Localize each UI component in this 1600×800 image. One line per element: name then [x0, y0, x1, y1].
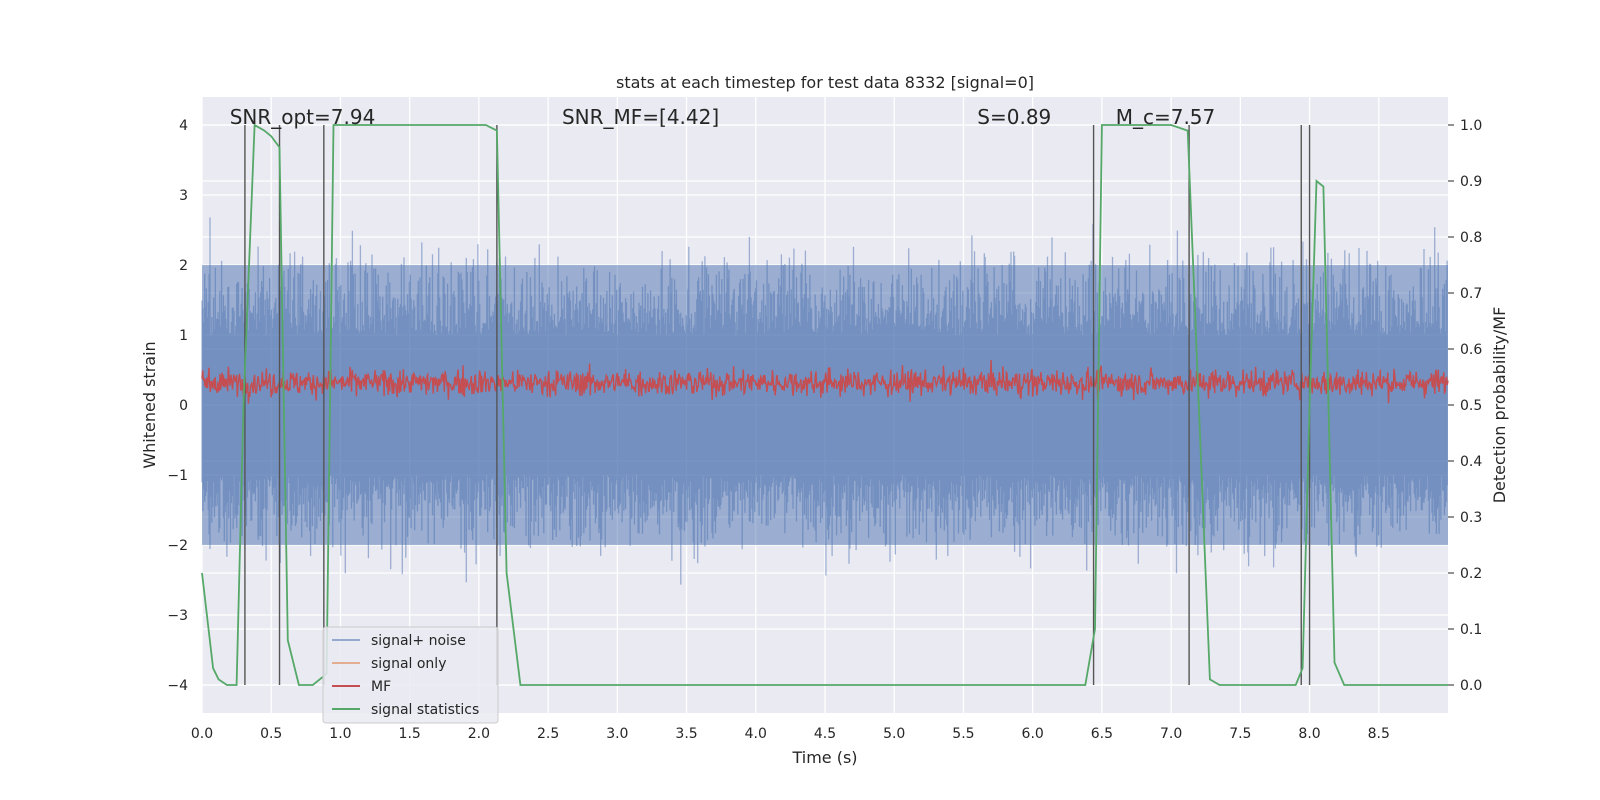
y-tick-label-left: −4	[167, 678, 188, 694]
x-tick-label: 7.5	[1229, 726, 1251, 742]
y-ticks-right: 1.0 0.9 0.8 0.7 0.6 0.5 0.4 0.3 0.2 0.1 0.0	[1448, 118, 1482, 694]
mf-series	[201, 359, 1449, 404]
legend-label-mf: MF	[371, 679, 391, 695]
x-tick-label: 2.0	[468, 726, 490, 742]
x-tick-label: 0.5	[260, 726, 282, 742]
chart-title: stats at each timestep for test data 833…	[616, 73, 1034, 92]
x-tick-label: 8.0	[1298, 726, 1320, 742]
y-tick-label-right: 0.0	[1460, 678, 1482, 694]
y-tick-label-right: 0.7	[1460, 286, 1482, 302]
annotation-text: S=0.89	[977, 105, 1051, 129]
x-tick-label: 5.0	[883, 726, 905, 742]
y-tick-label-left: 2	[179, 258, 188, 274]
y-axis-label-right: Detection probability/MF	[1490, 307, 1509, 504]
x-ticks: 0.0 0.5 1.0 1.5 2.0 2.5 3.0 3.5 4.0 4.5 5.0 5.5 6.0 6…	[191, 726, 1390, 742]
legend-label-signal-only: signal only	[371, 656, 446, 672]
y-tick-label-right: 0.6	[1460, 342, 1482, 358]
x-tick-label: 8.5	[1368, 726, 1390, 742]
legend-box	[322, 626, 499, 724]
y-tick-label-left: −1	[167, 468, 188, 484]
legend-label-signal-statistics: signal statistics	[371, 702, 479, 718]
annotation-text: M_c=7.57	[1116, 105, 1216, 129]
x-tick-label: 1.5	[399, 726, 421, 742]
y-tick-label-left: −2	[167, 538, 188, 554]
y-axis-label-left: Whitened strain	[140, 341, 159, 468]
y-tick-label-right: 0.9	[1460, 174, 1482, 190]
x-tick-label: 0.0	[191, 726, 213, 742]
x-tick-label: 2.5	[537, 726, 559, 742]
y-tick-label-left: 3	[179, 188, 188, 204]
signal-statistics-series	[201, 123, 1448, 686]
annotation-text: SNR_MF=[4.42]	[562, 105, 719, 129]
signal-statistics-line	[201, 123, 1448, 686]
y-tick-label-right: 0.3	[1460, 510, 1482, 526]
y-tick-label-right: 0.5	[1460, 398, 1482, 414]
y-tick-label-left: 0	[179, 398, 188, 414]
vertical-markers	[244, 125, 1311, 685]
signal-noise-series	[201, 217, 1448, 585]
annotations: SNR_opt=7.94 SNR_MF=[4.42] S=0.89 M_c=7.57	[230, 105, 1216, 129]
y-tick-label-right: 0.1	[1460, 622, 1482, 638]
y-tick-label-right: 0.4	[1460, 454, 1482, 470]
x-tick-label: 1.0	[329, 726, 351, 742]
annotation-text: SNR_opt=7.94	[230, 105, 376, 129]
y-ticks-left: 4 3 2 1 0 −1 −2 −3 −4	[167, 118, 188, 694]
mf-line	[201, 359, 1449, 404]
y-tick-label-right: 1.0	[1460, 118, 1482, 134]
y-tick-label-left: −3	[167, 608, 188, 624]
y-tick-label-right: 0.2	[1460, 566, 1482, 582]
x-tick-label: 6.5	[1091, 726, 1113, 742]
legend-label-signal-noise: signal+ noise	[371, 633, 466, 649]
y-tick-label-right: 0.8	[1460, 230, 1482, 246]
x-tick-label: 4.0	[745, 726, 767, 742]
x-tick-label: 3.5	[675, 726, 697, 742]
signal-noise-core	[202, 265, 1448, 545]
y-tick-label-left: 1	[179, 328, 188, 344]
legend: signal+ noise signal only MF signal stat…	[322, 626, 499, 724]
x-tick-label: 7.0	[1160, 726, 1182, 742]
x-tick-label: 6.0	[1022, 726, 1044, 742]
x-tick-label: 3.0	[606, 726, 628, 742]
x-axis-label: Time (s)	[791, 748, 857, 767]
y-tick-label-left: 4	[179, 118, 188, 134]
x-tick-label: 4.5	[814, 726, 836, 742]
x-tick-label: 5.5	[952, 726, 974, 742]
